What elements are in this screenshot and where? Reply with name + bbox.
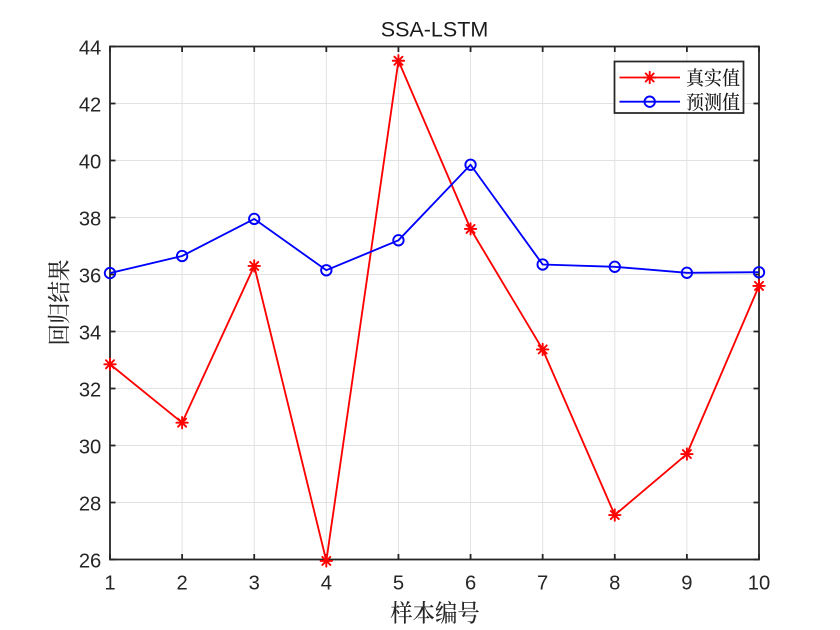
svg-text:9: 9 xyxy=(681,573,692,595)
svg-text:44: 44 xyxy=(79,37,101,59)
svg-text:38: 38 xyxy=(79,208,101,230)
svg-text:32: 32 xyxy=(79,379,101,401)
svg-text:1: 1 xyxy=(104,573,115,595)
svg-text:7: 7 xyxy=(537,573,548,595)
svg-text:40: 40 xyxy=(79,151,101,173)
svg-text:28: 28 xyxy=(79,493,101,515)
svg-text:34: 34 xyxy=(79,322,101,344)
svg-text:5: 5 xyxy=(393,573,404,595)
svg-text:2: 2 xyxy=(176,573,187,595)
svg-text:30: 30 xyxy=(79,436,101,458)
svg-text:6: 6 xyxy=(465,573,476,595)
svg-text:10: 10 xyxy=(748,573,770,595)
svg-text:4: 4 xyxy=(321,573,332,595)
svg-text:42: 42 xyxy=(79,94,101,116)
svg-text:26: 26 xyxy=(79,550,101,572)
svg-text:36: 36 xyxy=(79,265,101,287)
svg-text:SSA-LSTM: SSA-LSTM xyxy=(381,18,489,42)
svg-text:8: 8 xyxy=(609,573,620,595)
svg-text:3: 3 xyxy=(249,573,260,595)
